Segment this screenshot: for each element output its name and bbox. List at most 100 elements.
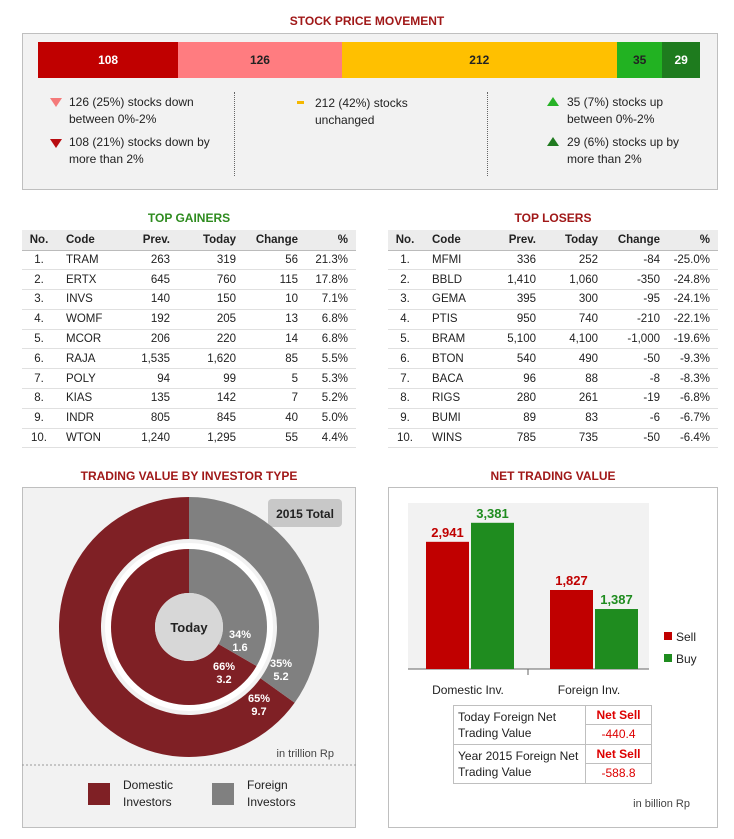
cell-today: 760: [178, 269, 244, 291]
net-title: NET TRADING VALUE: [490, 469, 616, 483]
center-circle: [155, 593, 223, 661]
cell-change: 14: [244, 329, 306, 350]
cell-pct: -6.4%: [668, 428, 718, 449]
segment-unchanged: 212: [341, 42, 617, 78]
col-change: Change: [244, 230, 306, 251]
cell-code: BACA: [422, 368, 480, 390]
today-foreign-value: -440.4: [601, 727, 636, 741]
table-row: 6. BTON 540 490 -50 -9.3%: [388, 348, 718, 370]
cell-code: BTON: [422, 348, 480, 370]
today-foreign-slice: [189, 549, 267, 666]
today-foreign-pct: 34%: [229, 629, 251, 641]
cell-code: INVS: [56, 289, 114, 310]
legend-down-2: 108 (21%) stocks down by more than 2%: [69, 135, 210, 166]
cell-pct: -24.8%: [668, 269, 718, 291]
gainers-table: No. Code Prev. Today Change % 1. TRAM 263 3…: [22, 230, 356, 449]
cell-pct: 21.3%: [306, 250, 356, 271]
cell-rank: 2.: [388, 269, 422, 291]
table-row: 7. POLY 94 99 5 5.3%: [22, 368, 356, 390]
up-dark-triangle-icon: [547, 137, 559, 146]
table-row: 9. INDR 805 845 40 5.0%: [22, 408, 356, 429]
cell-rank: 10.: [388, 428, 422, 449]
investor-title: TRADING VALUE BY INVESTOR TYPE: [80, 469, 298, 483]
table-row: 8. KIAS 135 142 7 5.2%: [22, 388, 356, 409]
cell-change: -50: [606, 428, 668, 449]
cell-prev: 785: [480, 428, 544, 449]
cell-code: MFMI: [422, 250, 480, 271]
cell-code: POLY: [56, 368, 114, 390]
buy-legend-label: Buy: [676, 652, 697, 666]
total-foreign-val: 5.2: [273, 671, 288, 683]
divider: [487, 92, 488, 176]
cell-change: -84: [606, 250, 668, 271]
cell-today: 319: [178, 250, 244, 271]
net-unit: in billion Rp: [633, 798, 690, 810]
col-pct: %: [668, 230, 718, 251]
cell-today: 83: [544, 408, 606, 429]
cell-rank: 3.: [388, 289, 422, 310]
cell-rank: 8.: [22, 388, 56, 409]
cell-today: 150: [178, 289, 244, 310]
cell-pct: -9.3%: [668, 348, 718, 370]
cell-rank: 5.: [22, 329, 56, 350]
cell-prev: 645: [114, 269, 178, 291]
cell-code: WINS: [422, 428, 480, 449]
cell-rank: 2.: [22, 269, 56, 291]
bar-label-buy-1: 1,387: [600, 592, 633, 607]
cell-prev: 96: [480, 368, 544, 390]
table-row: 4. PTIS 950 740 -210 -22.1%: [388, 309, 718, 330]
cell-today: 300: [544, 289, 606, 310]
cell-pct: -8.3%: [668, 368, 718, 390]
cell-pct: -22.1%: [668, 309, 718, 330]
col-prev: Prev.: [480, 230, 544, 251]
cell-rank: 3.: [22, 289, 56, 310]
cell-prev: 395: [480, 289, 544, 310]
cell-change: 40: [244, 408, 306, 429]
year-foreign-status: Net Sell: [586, 745, 651, 764]
cell-rank: 7.: [22, 368, 56, 390]
cell-prev: 192: [114, 309, 178, 330]
table-row: 10. WTON 1,240 1,295 55 4.4%: [22, 428, 356, 449]
cell-change: 13: [244, 309, 306, 330]
cell-prev: 89: [480, 408, 544, 429]
down-dark-triangle-icon: [50, 139, 62, 148]
divider: [234, 92, 235, 176]
foreign-net-table: Today Foreign Net Trading Value Net Sell…: [453, 705, 652, 784]
cell-rank: 4.: [22, 309, 56, 330]
ring-separator: [105, 543, 273, 711]
cell-change: -50: [606, 348, 668, 370]
cell-today: 261: [544, 388, 606, 409]
table-row: Today Foreign Net Trading Value Net Sell…: [453, 705, 652, 745]
col-no: No.: [388, 230, 422, 251]
cell-rank: 9.: [388, 408, 422, 429]
investor-donut-chart: 2015 Total Today 34% 1.6 66% 3.2 35% 5.2…: [22, 497, 356, 766]
table-row: 3. GEMA 395 300 -95 -24.1%: [388, 289, 718, 310]
cell-rank: 6.: [388, 348, 422, 370]
inner-ring: [111, 549, 267, 705]
segment-up-2: 29: [662, 42, 700, 78]
bar-label-sell-1: 1,827: [555, 573, 588, 588]
cell-change: -210: [606, 309, 668, 330]
today-domestic-val: 3.2: [216, 674, 231, 686]
cell-rank: 10.: [22, 428, 56, 449]
segment-down-0-2: 126: [178, 42, 342, 78]
domestic-legend-label: Domestic Investors: [123, 778, 174, 809]
cell-code: KIAS: [56, 388, 114, 409]
cell-today: 220: [178, 329, 244, 350]
foreign-legend-swatch: [212, 783, 234, 805]
cell-change: -95: [606, 289, 668, 310]
cell-change: 55: [244, 428, 306, 449]
cell-prev: 5,100: [480, 329, 544, 350]
table-row: 2. ERTX 645 760 115 17.8%: [22, 269, 356, 291]
segment-up-2-label: 29: [674, 53, 688, 67]
col-today: Today: [544, 230, 606, 251]
today-foreign-val: 1.6: [232, 642, 247, 654]
cell-change: -6: [606, 408, 668, 429]
cell-today: 99: [178, 368, 244, 390]
cell-prev: 135: [114, 388, 178, 409]
movement-title: STOCK PRICE MOVEMENT: [289, 14, 445, 28]
net-bar-chart: 2,941 1,827 3,381 1,387 Domestic Inv. Forei…: [408, 503, 697, 810]
segment-unchanged-label: 212: [469, 53, 490, 67]
cell-change: 56: [244, 250, 306, 271]
cell-pct: 7.1%: [306, 289, 356, 310]
